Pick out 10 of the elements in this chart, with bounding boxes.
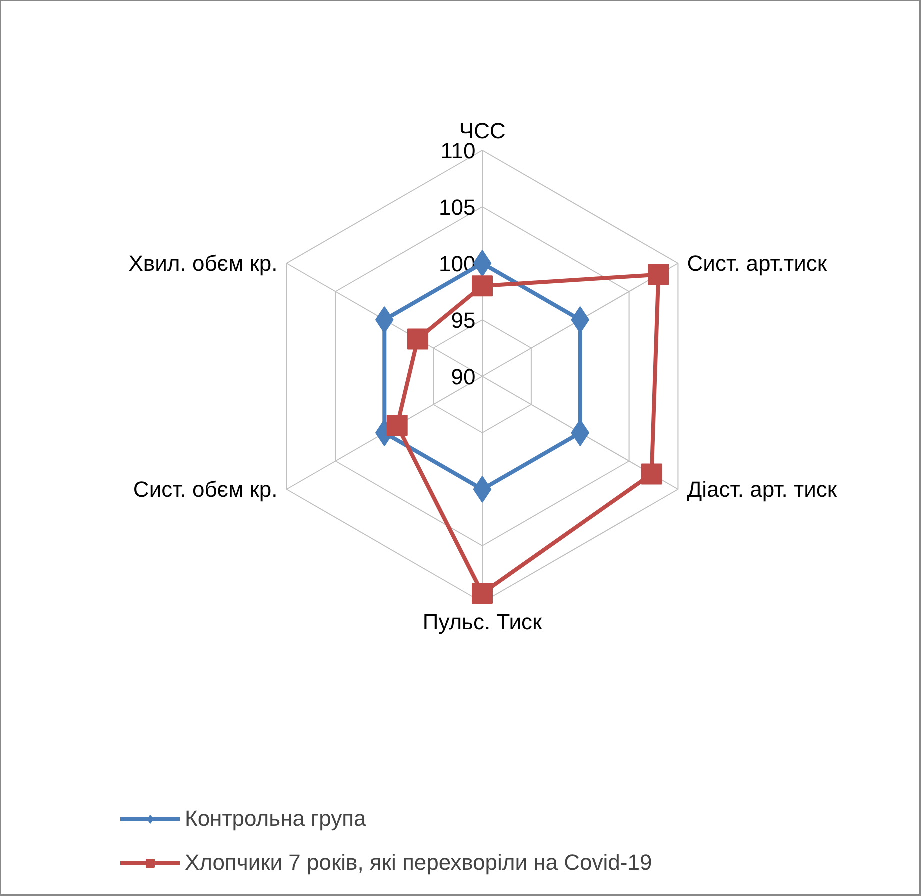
spoke-label: Сист. арт.тиск	[687, 251, 828, 276]
spoke-label: Пульс. Тиск	[422, 609, 542, 634]
spoke-label: Діаст. арт. тиск	[687, 477, 838, 502]
spoke-label: Сист. обєм кр.	[133, 477, 278, 502]
y-tick-label: 95	[451, 308, 476, 333]
y-tick-label: 90	[451, 364, 476, 390]
spoke-label: Хвил. обєм кр.	[128, 251, 278, 276]
y-tick-label: 105	[439, 195, 476, 220]
legend-label: Хлопчики 7 років, які перехворіли на Covid-19	[185, 850, 652, 876]
legend-label: Контрольна група	[185, 806, 366, 832]
